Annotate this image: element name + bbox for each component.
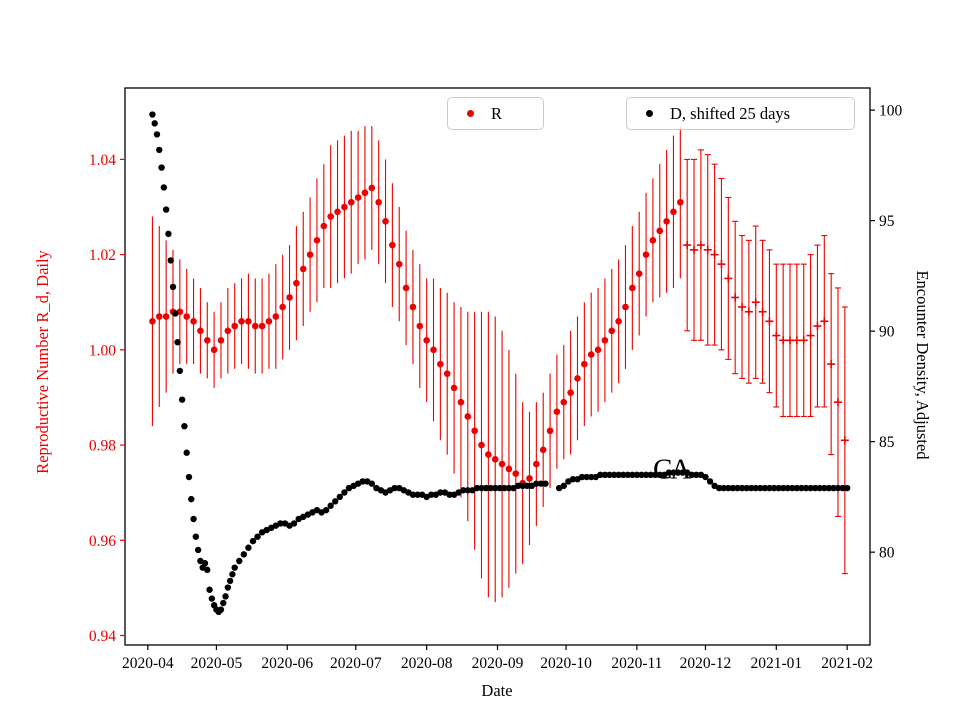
x-tick-label: 2020-10 <box>540 655 592 672</box>
r-series <box>149 184 849 487</box>
x-axis-ticks: 2020-04 2020-05 2020-06 2020-07 2020-08 2020-… <box>122 645 873 672</box>
y-right-tick-label: 95 <box>879 213 895 230</box>
r-series-marker-icon <box>467 110 474 117</box>
x-tick-label: 2021-01 <box>750 655 802 672</box>
y-left-tick-label: 0.96 <box>89 533 116 550</box>
x-tick-label: 2020-11 <box>611 655 662 672</box>
y-left-tick-label: 1.02 <box>89 247 116 264</box>
y-right-tick-label: 85 <box>879 434 895 451</box>
legend-r-label: R <box>491 103 503 123</box>
legend-d: D, shifted 25 days <box>626 97 855 130</box>
y-right-tick-label: 80 <box>879 545 895 562</box>
annotation-ca: CA <box>653 453 691 485</box>
y-right-tick-label: 90 <box>879 324 895 341</box>
x-tick-label: 2020-09 <box>472 655 524 672</box>
y-left-tick-label: 1.00 <box>89 342 116 359</box>
legend-r: R <box>447 97 544 130</box>
y-left-tick-label: 1.04 <box>89 152 116 169</box>
x-tick-label: 2020-06 <box>261 655 313 672</box>
d-series <box>149 111 851 616</box>
annotation: CA <box>653 453 693 485</box>
x-axis-label: Date <box>481 681 513 700</box>
d-series-marker-icon <box>646 110 653 117</box>
x-tick-label: 2020-12 <box>680 655 732 672</box>
y-axis-label-right: Encounter Density, Adjusted <box>913 270 932 460</box>
r-error-bars <box>151 126 848 603</box>
y-axis-left-ticks: 0.94 0.96 0.98 1.00 1.02 1.04 <box>89 152 125 645</box>
x-tick-label: 2020-08 <box>401 655 453 672</box>
x-tick-label: 2020-05 <box>191 655 243 672</box>
y-axis-right-ticks: 80 85 90 95 100 <box>870 103 903 562</box>
legend-d-label: D, shifted 25 days <box>670 103 791 123</box>
y-left-tick-label: 0.94 <box>89 628 116 645</box>
x-tick-label: 2020-04 <box>122 655 174 672</box>
y-right-tick-label: 100 <box>879 103 903 120</box>
y-axis-label-left: Reproductive Number R_d, Daily <box>33 250 52 474</box>
y-left-tick-label: 0.98 <box>89 438 116 455</box>
x-tick-label: 2020-07 <box>330 655 382 672</box>
x-tick-label: 2021-02 <box>821 655 873 672</box>
